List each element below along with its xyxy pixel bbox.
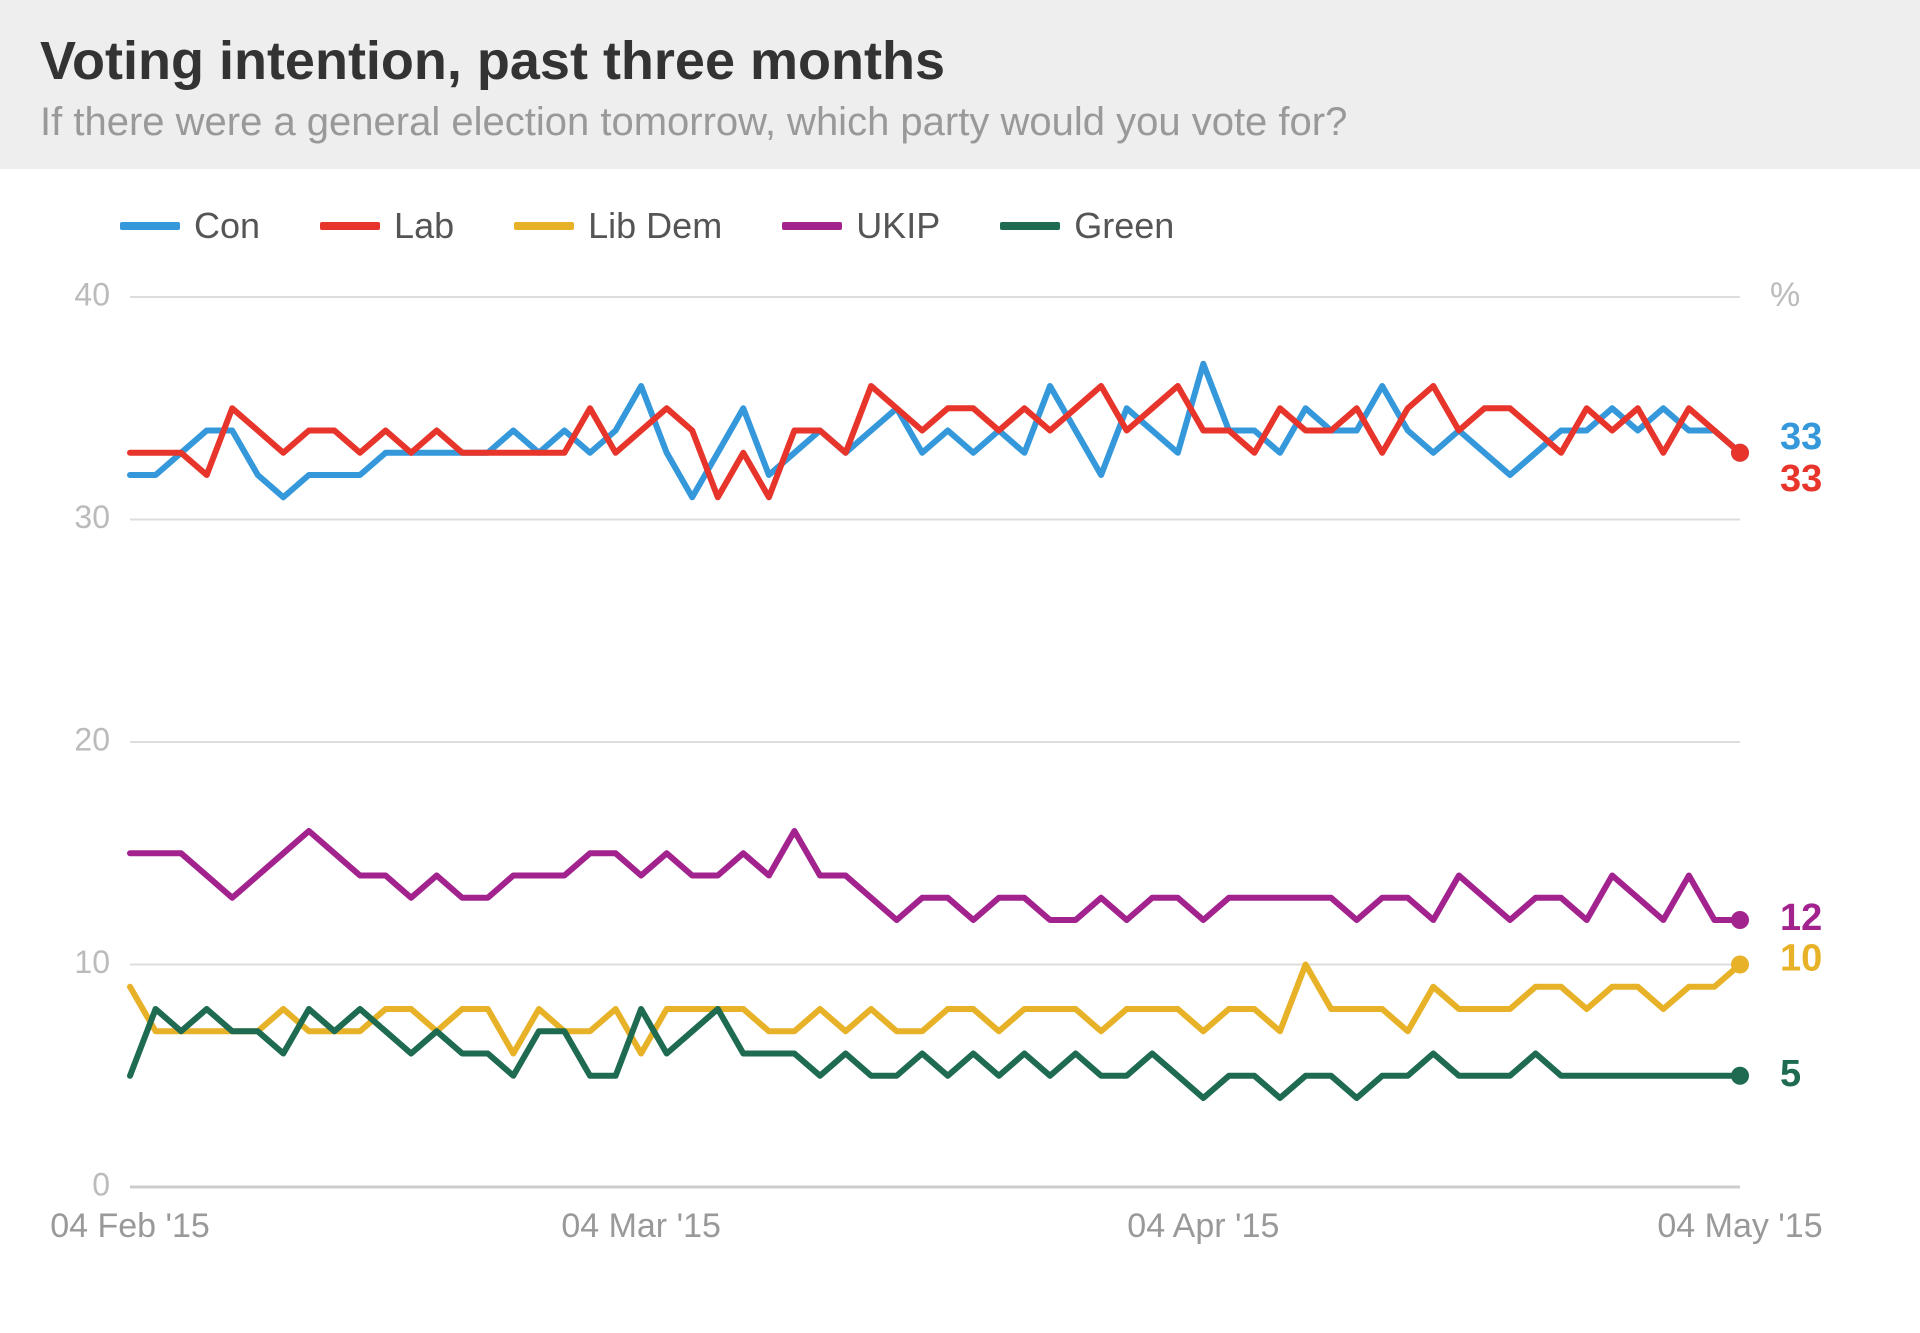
series-line-libdem: [130, 965, 1740, 1054]
series-end-marker-green: [1731, 1067, 1749, 1085]
legend-swatch-lab: [320, 222, 380, 230]
series-end-label-libdem: 10: [1780, 938, 1822, 980]
legend-item-green: Green: [1000, 205, 1174, 247]
legend-label-libdem: Lib Dem: [588, 205, 722, 247]
series-end-label-ukip: 12: [1780, 897, 1822, 939]
y-tick-label: 20: [74, 721, 110, 757]
legend-swatch-libdem: [514, 222, 574, 230]
series-line-ukip: [130, 831, 1740, 920]
series-line-con: [130, 364, 1740, 498]
x-tick-label: 04 Mar '15: [561, 1207, 721, 1245]
legend-item-con: Con: [120, 205, 260, 247]
line-chart-svg: 0 10 20 30 40% 04 Feb '15 04 Mar '15 04 Apr '15…: [40, 267, 1880, 1287]
legend-swatch-con: [120, 222, 180, 230]
legend-label-con: Con: [194, 205, 260, 247]
y-tick-label: 10: [74, 944, 110, 980]
legend-swatch-green: [1000, 222, 1060, 230]
legend-label-green: Green: [1074, 205, 1174, 247]
chart-title: Voting intention, past three months: [40, 30, 1880, 92]
series-end-label-green: 5: [1780, 1053, 1801, 1095]
legend-label-ukip: UKIP: [856, 205, 940, 247]
chart-header: Voting intention, past three months If t…: [0, 0, 1920, 169]
y-tick-label: 30: [74, 499, 110, 535]
y-tick-label: 40: [74, 276, 110, 312]
x-tick-label: 04 Feb '15: [50, 1207, 210, 1245]
chart-area: 0 10 20 30 40% 04 Feb '15 04 Mar '15 04 Apr '15…: [40, 267, 1880, 1287]
legend-item-lab: Lab: [320, 205, 454, 247]
chart-subtitle: If there were a general election tomorro…: [40, 100, 1880, 145]
x-tick-label: 04 Apr '15: [1127, 1207, 1279, 1245]
series-end-label-lab: 33: [1780, 458, 1822, 500]
y-unit-label: %: [1770, 276, 1800, 314]
series-end-marker-ukip: [1731, 911, 1749, 929]
y-tick-label: 0: [92, 1166, 110, 1202]
legend-swatch-ukip: [782, 222, 842, 230]
chart-legend: Con Lab Lib Dem UKIP Green: [0, 169, 1920, 267]
legend-item-ukip: UKIP: [782, 205, 940, 247]
series-end-marker-lab: [1731, 444, 1749, 462]
legend-label-lab: Lab: [394, 205, 454, 247]
series-end-marker-libdem: [1731, 956, 1749, 974]
series-end-label-con: 33: [1780, 416, 1822, 458]
legend-item-libdem: Lib Dem: [514, 205, 722, 247]
x-tick-label: 04 May '15: [1657, 1207, 1822, 1245]
